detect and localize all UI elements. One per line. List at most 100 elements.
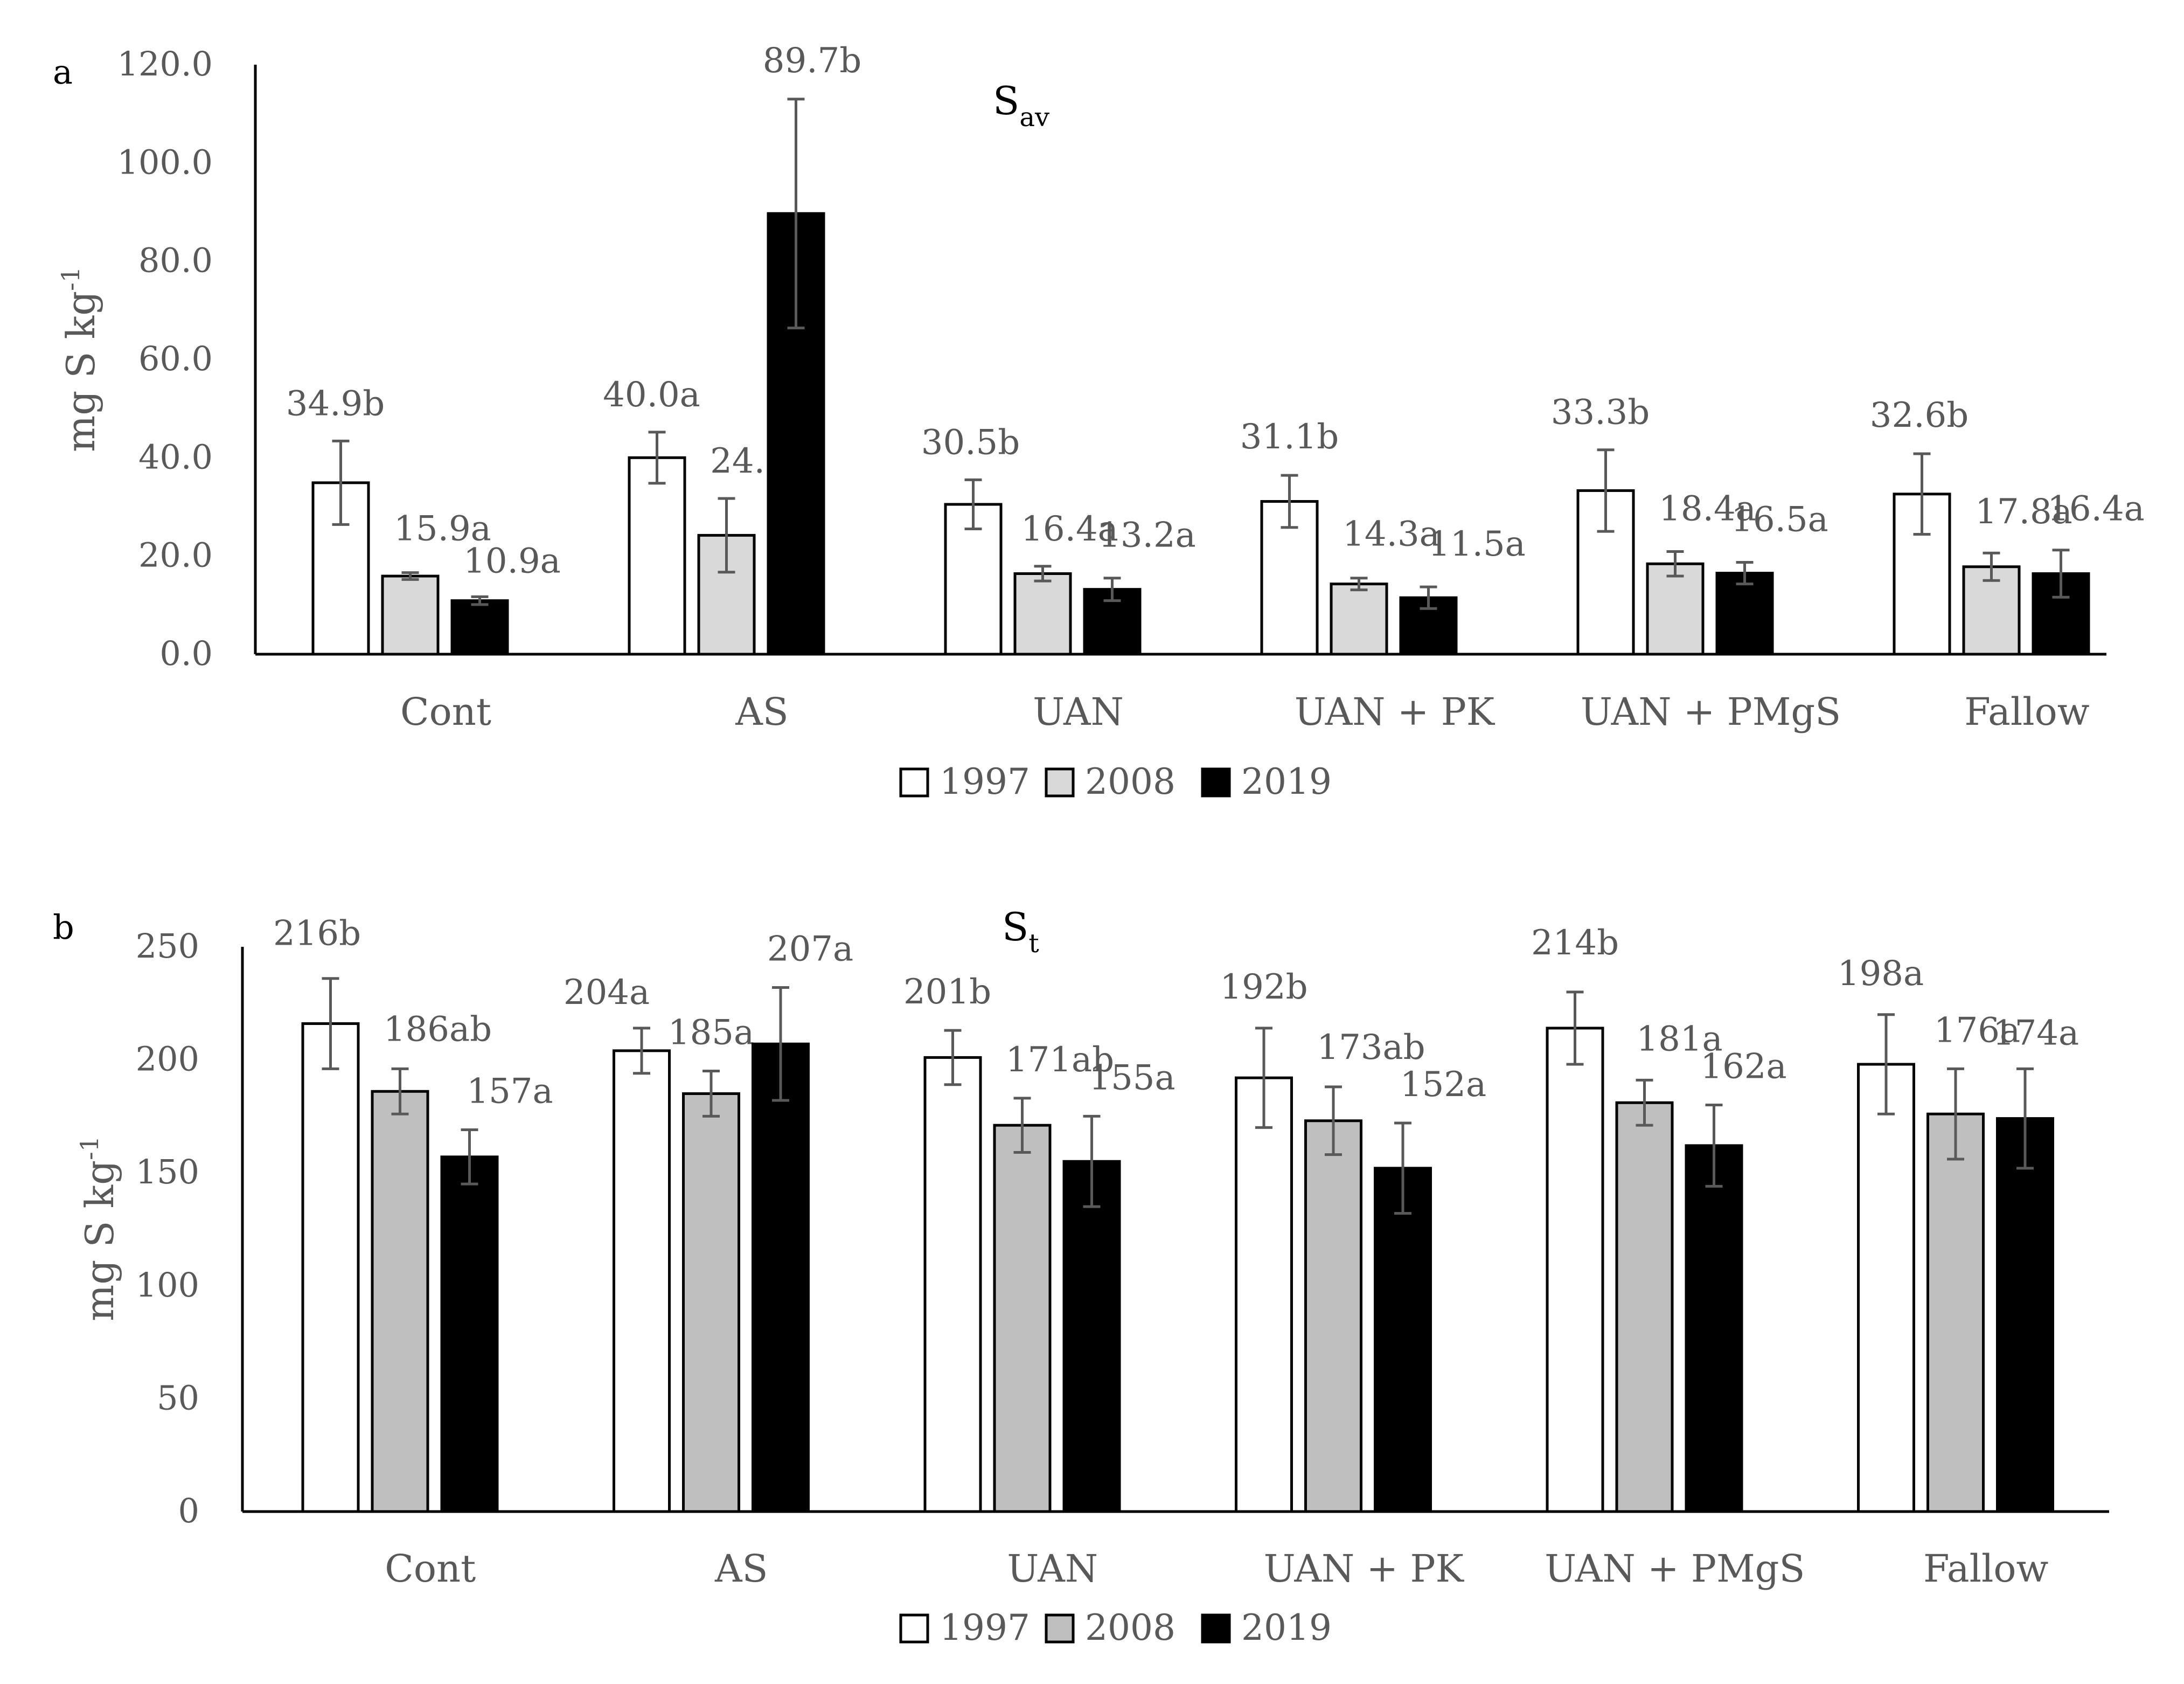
bar-2008 (381, 574, 440, 656)
data-label: 16.4a (2047, 489, 2145, 529)
data-label: 31.1b (1240, 417, 1339, 457)
bar-1997 (628, 456, 686, 656)
bar-2019 (1374, 1167, 1432, 1513)
y-tick-label: 120.0 (117, 44, 213, 84)
legend-swatch-2008 (1045, 767, 1075, 798)
data-label: 201b (903, 972, 991, 1012)
panel-a-chart: a 0.0 20.0 40.0 60.0 80.0 100.0 120.0 mg S kg-1 S… (53, 41, 2145, 802)
x-category-label: Fallow (1923, 1547, 2048, 1591)
bar-1997 (1235, 1076, 1293, 1513)
y-tick-label: 50 (157, 1378, 199, 1417)
data-label: 16.5a (1731, 500, 1828, 540)
data-label: 13.2a (1098, 516, 1196, 556)
bar-2019 (752, 1042, 810, 1513)
y-tick-label: 80.0 (138, 241, 213, 280)
bar-2008 (1013, 572, 1072, 656)
x-category-label: UAN + PK (1264, 1547, 1465, 1591)
x-category-label: UAN (1007, 1547, 1098, 1591)
legend-label: 2008 (1085, 1607, 1176, 1648)
data-label: 185a (668, 1013, 754, 1053)
data-label: 207a (767, 929, 853, 969)
bar-2008 (1615, 1101, 1674, 1513)
chart-title-text: S (1002, 904, 1028, 950)
bar-2008 (682, 1092, 740, 1513)
y-tick-label: 250 (136, 926, 199, 966)
legend-label: 2019 (1241, 1607, 1332, 1648)
bar-2019 (1715, 572, 1774, 656)
data-label: 32.6b (1870, 396, 1969, 435)
data-label: 186ab (384, 1009, 492, 1049)
data-label: 192b (1220, 967, 1307, 1007)
x-category-label: AS (735, 690, 789, 734)
bar-1997 (1857, 1063, 1915, 1513)
chart-title-text: S (993, 78, 1019, 123)
data-label: 214b (1531, 923, 1619, 963)
data-label: 11.5a (1428, 524, 1526, 564)
y-axis-label-superscript: -1 (75, 1136, 104, 1160)
bar-2019 (450, 599, 509, 656)
panel-letter: a (53, 52, 73, 92)
bar-2008 (1926, 1112, 1985, 1513)
data-label: 173ab (1317, 1028, 1425, 1068)
x-category-label: Cont (385, 1547, 476, 1591)
y-tick-label: 40.0 (138, 437, 213, 476)
legend-swatch-1997 (899, 767, 929, 798)
data-label: 152a (1400, 1065, 1486, 1105)
y-axis-label: mg S kg-1 (56, 267, 103, 452)
x-category-label: UAN (1033, 690, 1124, 734)
data-label: 30.5b (921, 422, 1020, 462)
legend-swatch-2019 (1201, 1613, 1231, 1644)
x-category-label: UAN + PMgS (1581, 690, 1841, 734)
legend-swatch-2008 (1045, 1613, 1075, 1644)
legend-label: 2008 (1085, 761, 1176, 802)
data-label: 40.0a (603, 375, 700, 415)
bar-2008 (1646, 562, 1705, 656)
panel-letter: b (53, 907, 74, 947)
bar-2008 (371, 1090, 429, 1513)
data-label: 17.8a (1975, 492, 2072, 532)
bar-2019 (1996, 1117, 2054, 1513)
data-label: 16.4a (1021, 509, 1118, 549)
y-axis-label-superscript: -1 (56, 267, 85, 291)
bar-2008 (1330, 583, 1388, 656)
y-tick-label: 60.0 (138, 339, 213, 378)
legend-label: 1997 (940, 1607, 1030, 1648)
chart-title-subscript: t (1028, 928, 1039, 959)
data-label: 15.9a (394, 509, 491, 549)
data-label: 204a (564, 973, 650, 1013)
data-label: 33.3b (1551, 393, 1650, 433)
legend-swatch-1997 (899, 1613, 929, 1644)
y-axis-label-text: mg S kg (77, 1160, 122, 1321)
bar-2008 (993, 1124, 1052, 1513)
data-label: 157a (467, 1072, 553, 1112)
legend-label: 1997 (940, 761, 1030, 802)
bar-2019 (440, 1155, 499, 1513)
x-category-label: UAN + PMgS (1545, 1547, 1805, 1591)
y-tick-label: 0.0 (159, 634, 213, 673)
data-label: 198a (1838, 954, 1924, 994)
y-tick-label: 200 (136, 1039, 199, 1079)
y-tick-label: 0 (178, 1491, 199, 1530)
y-tick-label: 100 (136, 1265, 199, 1305)
data-label: 162a (1700, 1047, 1786, 1086)
bar-1997 (923, 1056, 982, 1513)
bar-2008 (1304, 1119, 1362, 1513)
bar-1997 (1546, 1027, 1604, 1513)
y-axis-label: mg S kg-1 (75, 1136, 122, 1321)
legend-label: 2019 (1241, 761, 1332, 802)
panel-b-chart: b 0 50 100 150 200 250 mg S kg-1 St 216b 186ab 157a… (53, 904, 2109, 1648)
data-label: 171ab (1006, 1040, 1114, 1080)
bar-1997 (301, 1022, 360, 1513)
data-label: 14.3a (1343, 515, 1440, 555)
bar-2019 (1685, 1144, 1743, 1513)
data-label: 34.9b (286, 384, 385, 424)
x-category-label: UAN + PK (1295, 690, 1496, 734)
bar-2019 (1062, 1160, 1121, 1513)
chart-title-subscript: av (1019, 102, 1049, 133)
x-category-label: Cont (400, 690, 491, 734)
data-label: 216b (273, 914, 361, 954)
data-label: 181a (1636, 1019, 1722, 1059)
x-category-label: AS (714, 1547, 768, 1591)
data-label: 176a (1934, 1010, 2020, 1050)
